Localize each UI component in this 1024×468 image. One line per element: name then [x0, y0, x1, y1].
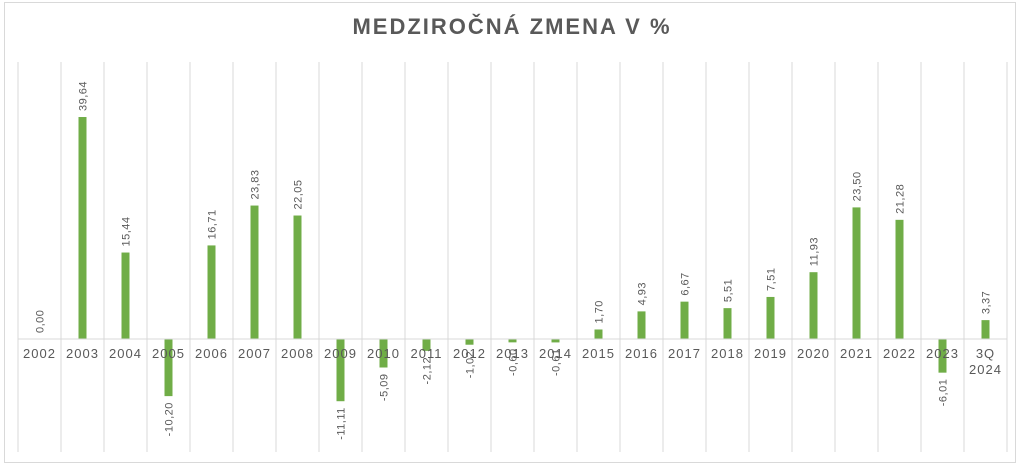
data-label: 5,51 [723, 279, 735, 302]
data-label: -11,11 [336, 407, 348, 440]
x-tick-label: 2010 [367, 346, 400, 361]
data-label: 4,93 [637, 282, 649, 305]
data-label: -1,02 [465, 351, 477, 379]
x-tick-label: 2005 [152, 346, 185, 361]
data-label: 11,93 [809, 237, 821, 266]
bar-2020 [809, 272, 818, 339]
bar-2018 [723, 308, 732, 339]
x-tick-label: 2014 [539, 346, 572, 361]
x-tick-label: 2020 [797, 346, 830, 361]
bar-2021 [852, 207, 861, 339]
chart-title: MEDZIROČNÁ ZMENA V % [352, 14, 672, 39]
bar-3q-2024 [981, 320, 990, 339]
x-tick-label: 2017 [668, 346, 701, 361]
data-label: 23,50 [852, 171, 864, 201]
data-label: 39,64 [78, 81, 90, 111]
bar-2013 [508, 339, 517, 343]
x-tick-label: 2007 [238, 346, 271, 361]
bar-2008 [293, 215, 302, 339]
x-tick-label: 3Q 2024 [969, 346, 1002, 377]
bar-2015 [594, 329, 603, 339]
bar-2010 [379, 339, 388, 368]
bar-2003 [78, 117, 87, 340]
bar-2014 [551, 339, 560, 343]
data-label: 6,67 [680, 272, 692, 295]
x-tick-label: 2019 [754, 346, 787, 361]
data-label: 21,28 [895, 184, 907, 214]
x-tick-label: 2015 [582, 346, 615, 361]
x-tick-label: 2008 [281, 346, 314, 361]
x-tick-label: 2013 [496, 346, 529, 361]
x-tick-label: 2023 [926, 346, 959, 361]
data-label: -5,09 [379, 374, 391, 402]
bar-2016 [637, 311, 646, 339]
x-tick-label: 2012 [453, 346, 486, 361]
x-tick-label: 2021 [840, 346, 873, 361]
x-tick-label: 2002 [23, 346, 56, 361]
data-label: 22,05 [293, 179, 305, 209]
bar-2007 [250, 205, 259, 339]
x-tick-label: 2004 [109, 346, 142, 361]
data-label: -0,61 [551, 348, 563, 376]
data-label: 7,51 [766, 268, 778, 291]
x-tick-label: 2011 [411, 346, 443, 361]
data-label: -0,60 [508, 348, 520, 376]
x-tick-label: 2016 [625, 346, 658, 361]
bars [78, 117, 990, 402]
bar-2004 [121, 252, 130, 339]
data-label: -10,20 [164, 402, 176, 436]
data-label: 15,44 [121, 217, 133, 247]
data-labels: 0,00 39,64 15,44 -10,20 16,71 23,83 22,05 -11,1… [35, 81, 993, 440]
data-label: 3,37 [981, 291, 993, 314]
x-tick-label: 2018 [711, 346, 744, 361]
data-label: -2,12 [422, 357, 434, 385]
bar-2022 [895, 219, 904, 339]
bar-2019 [766, 296, 775, 339]
data-label: 1,70 [594, 300, 606, 323]
chart-frame [4, 2, 1016, 463]
data-label: 16,71 [207, 209, 219, 239]
bar-2006 [207, 245, 216, 339]
x-tick-label: 2009 [324, 346, 357, 361]
data-label: 23,83 [250, 170, 262, 200]
grid-lines [17, 62, 1008, 452]
x-tick-label: 2003 [66, 346, 99, 361]
data-label: 0,00 [35, 310, 47, 333]
bar-2017 [680, 301, 689, 339]
x-tick-labels: 2002 2003 2004 2005 2006 2007 2008 2009 2010 2011… [23, 346, 1002, 377]
bar-2012 [465, 339, 474, 345]
bar-2011 [422, 339, 431, 351]
x-tick-label: 2022 [883, 346, 916, 361]
bar-2009 [336, 339, 345, 402]
bar-2023 [938, 339, 947, 373]
x-tick-label: 2006 [195, 346, 228, 361]
bar-2005 [164, 339, 173, 397]
data-label: -6,01 [938, 379, 950, 407]
